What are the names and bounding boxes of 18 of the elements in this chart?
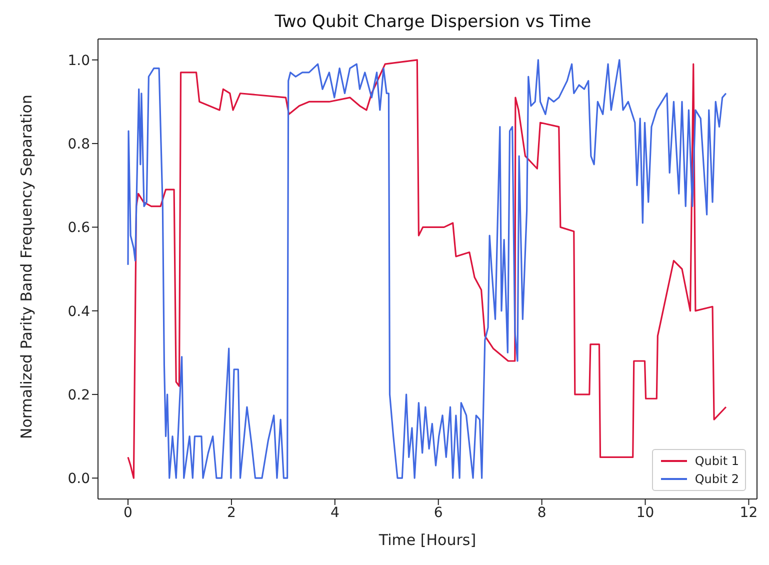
y-tick-label: 0.0 <box>68 471 90 488</box>
x-tick-label: 12 <box>740 504 758 521</box>
y-tick-label: 0.8 <box>68 136 90 153</box>
x-tick-label: 6 <box>434 504 443 521</box>
x-tick-label: 4 <box>330 504 340 521</box>
y-axis-title: Normalized Parity Band Frequency Separation <box>17 94 36 439</box>
x-axis-title: Time [Hours] <box>378 531 476 549</box>
y-tick-label: 0.2 <box>68 387 90 404</box>
x-tick-label: 2 <box>226 504 236 521</box>
y-tick-label: 0.4 <box>68 304 90 320</box>
y-tick-label: 0.6 <box>68 220 90 236</box>
chart-title: Two Qubit Charge Dispersion vs Time <box>274 12 592 32</box>
x-tick-label: 10 <box>636 504 654 521</box>
legend-label: Qubit 2 <box>694 471 739 488</box>
x-tick-label: 8 <box>537 504 546 521</box>
y-tick-label: 1.0 <box>68 52 90 69</box>
legend-label: Qubit 1 <box>694 453 739 470</box>
x-tick-label: 0 <box>124 504 132 521</box>
